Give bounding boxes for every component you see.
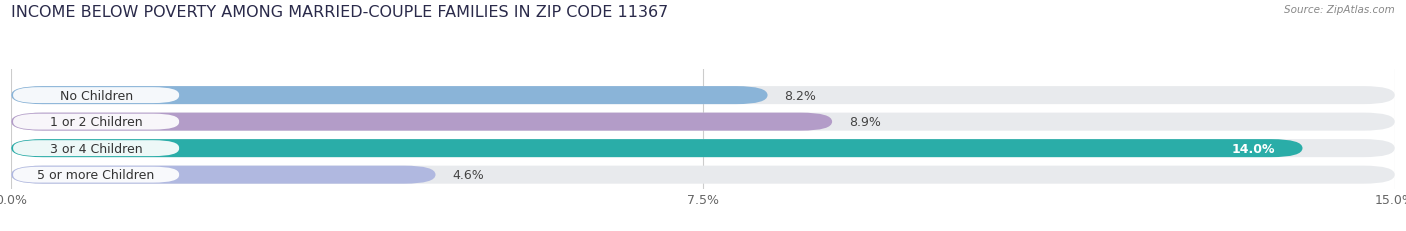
Text: 1 or 2 Children: 1 or 2 Children xyxy=(49,116,142,129)
Text: 8.2%: 8.2% xyxy=(785,89,815,102)
Text: Source: ZipAtlas.com: Source: ZipAtlas.com xyxy=(1284,5,1395,15)
Text: 4.6%: 4.6% xyxy=(453,168,484,181)
FancyBboxPatch shape xyxy=(11,87,1395,105)
Text: 14.0%: 14.0% xyxy=(1232,142,1275,155)
Text: 8.9%: 8.9% xyxy=(849,116,880,129)
FancyBboxPatch shape xyxy=(13,167,179,183)
FancyBboxPatch shape xyxy=(11,87,768,105)
Text: INCOME BELOW POVERTY AMONG MARRIED-COUPLE FAMILIES IN ZIP CODE 11367: INCOME BELOW POVERTY AMONG MARRIED-COUPL… xyxy=(11,5,668,20)
FancyBboxPatch shape xyxy=(13,114,179,130)
FancyBboxPatch shape xyxy=(11,113,832,131)
FancyBboxPatch shape xyxy=(13,88,179,104)
FancyBboxPatch shape xyxy=(13,141,179,156)
Text: No Children: No Children xyxy=(59,89,132,102)
Text: 5 or more Children: 5 or more Children xyxy=(38,168,155,181)
FancyBboxPatch shape xyxy=(11,140,1395,158)
FancyBboxPatch shape xyxy=(11,140,1302,158)
Text: 3 or 4 Children: 3 or 4 Children xyxy=(49,142,142,155)
FancyBboxPatch shape xyxy=(11,166,1395,184)
FancyBboxPatch shape xyxy=(11,113,1395,131)
FancyBboxPatch shape xyxy=(11,166,436,184)
